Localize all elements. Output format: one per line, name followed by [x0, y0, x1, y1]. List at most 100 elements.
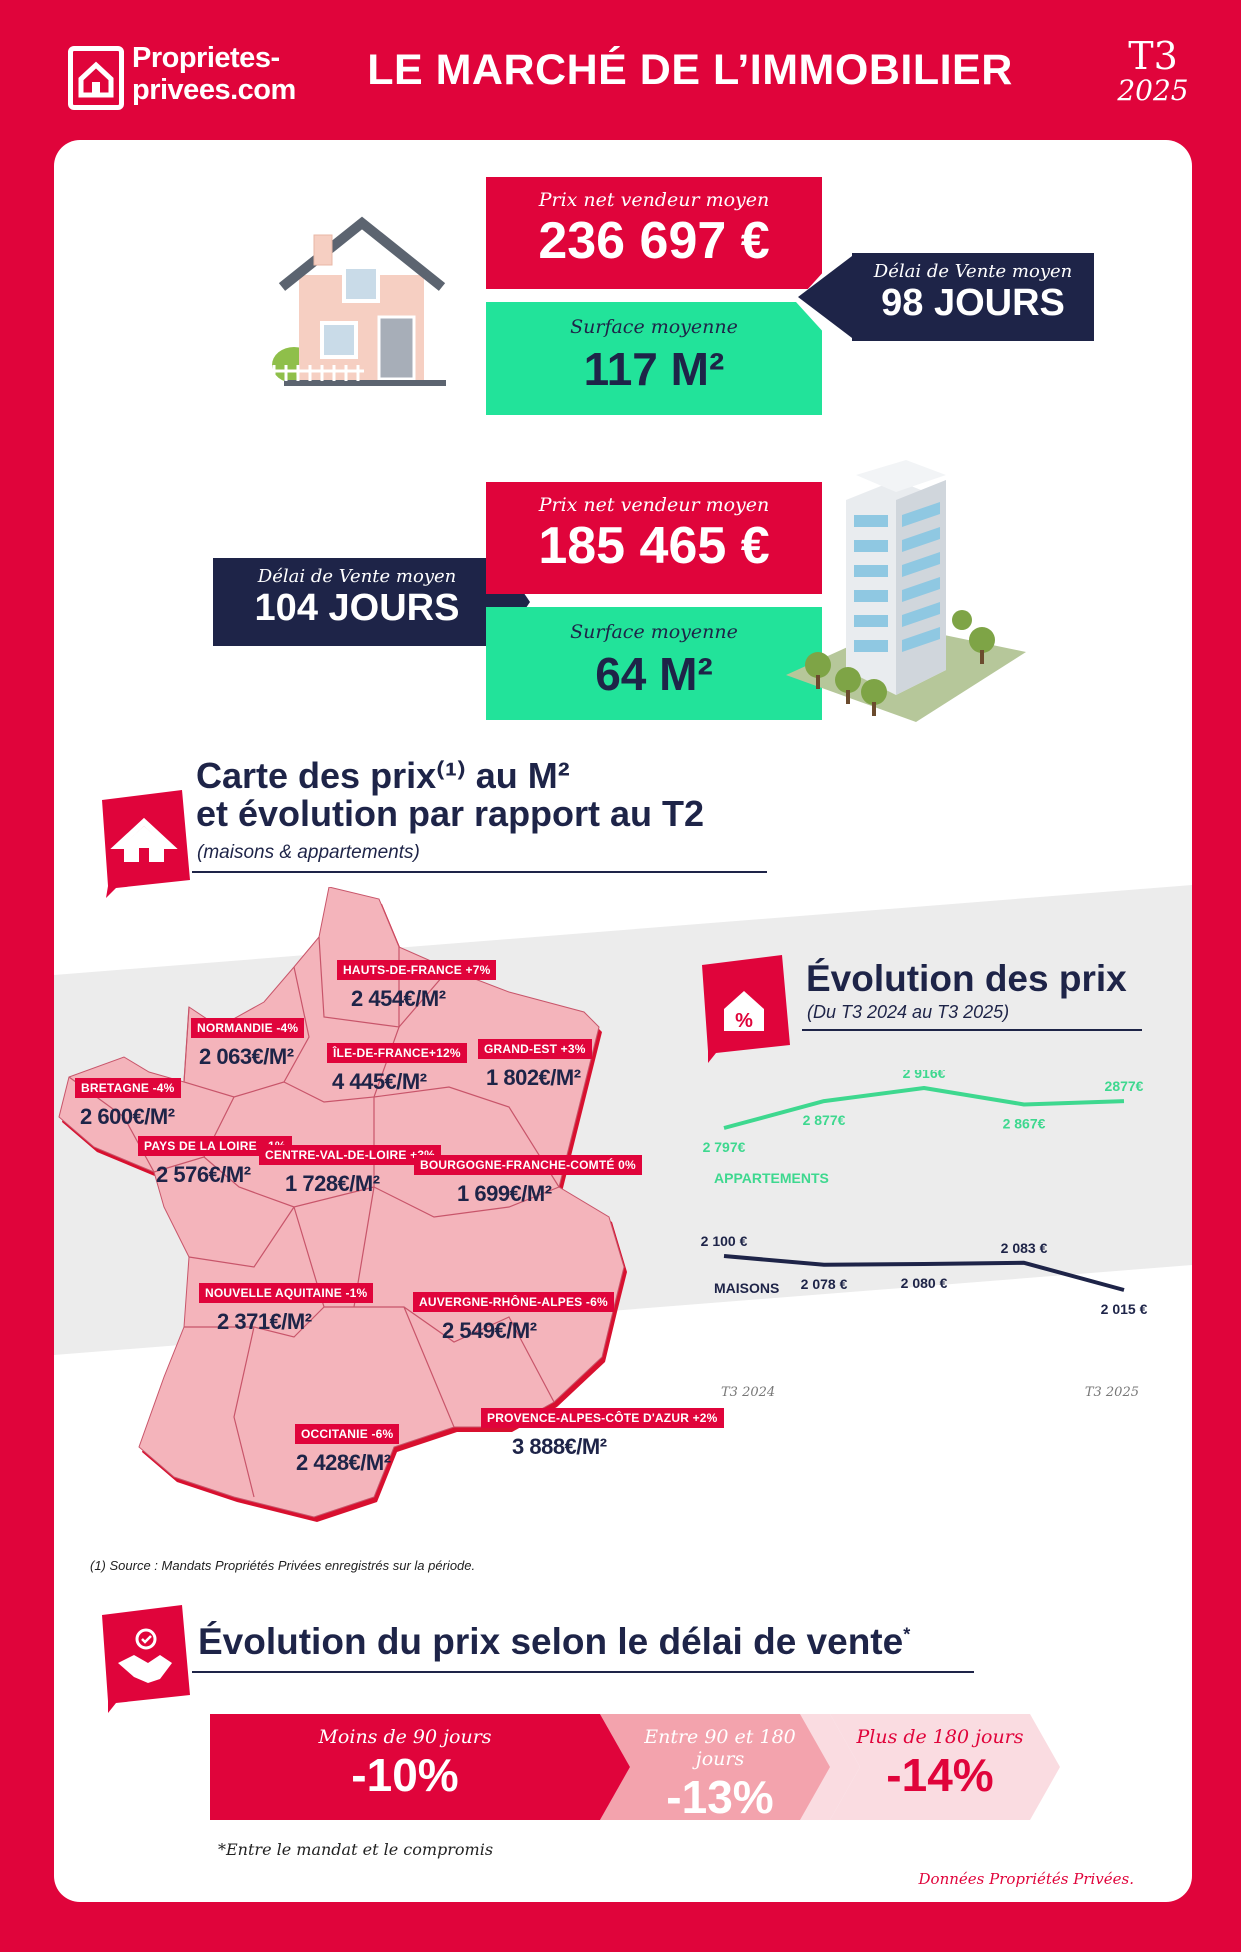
- region-tag-auvergne-rhone-alpes: AUVERGNE-RHÔNE-ALPES -6%: [413, 1292, 614, 1312]
- data-label-1-2: 2 080 €: [901, 1275, 948, 1291]
- series-label-maisons: MAISONS: [714, 1280, 779, 1296]
- appart-delay-label: Délai de Vente moyen: [257, 566, 457, 587]
- region-price-auvergne-rhone-alpes: 2 549€/M²: [442, 1318, 537, 1343]
- region-price-ile-de-france: 4 445€/M²: [332, 1069, 427, 1094]
- maisons-delay-value: 98 JOURS: [881, 282, 1065, 324]
- region-price-occitanie: 2 428€/M²: [296, 1450, 391, 1475]
- appart-delay-box: Délai de Vente moyen 104 JOURS: [213, 558, 501, 646]
- logo-text[interactable]: Proprietes- privees.com: [132, 42, 296, 106]
- map-subtitle: (maisons & appartements): [197, 842, 420, 863]
- region-price-grand-est: 1 802€/M²: [486, 1065, 581, 1090]
- region-price-bretagne: 2 600€/M²: [80, 1104, 175, 1129]
- region-tag-occitanie: OCCITANIE -6%: [295, 1424, 400, 1444]
- building-illustration-icon: [786, 460, 1026, 722]
- region-tag-ile-de-france: ÎLE-DE-FRANCE+12%: [327, 1043, 467, 1063]
- delay-segment-3-label: Plus de 180 jours: [856, 1726, 1024, 1748]
- delay-segment-3-value: -14%: [886, 1749, 994, 1801]
- year-label: 2025: [1117, 74, 1189, 107]
- x-tick-start: T3 2024: [721, 1385, 775, 1400]
- delay-section-title: Évolution du prix selon le délai de vent…: [198, 1621, 910, 1663]
- delay-segment-2: Entre 90 et 180 jours -13%: [620, 1714, 820, 1823]
- percent-house-badge-icon: %: [702, 955, 790, 1063]
- region-price-nouvelle-aquitaine: 2 371€/M²: [217, 1309, 312, 1334]
- evolution-underline: [802, 1029, 1142, 1031]
- appart-surface-label: Surface moyenne: [570, 621, 738, 643]
- delay-title-star: *: [903, 1624, 911, 1645]
- logo-line2: privees.com: [132, 74, 296, 106]
- maisons-price-label: Prix net vendeur moyen: [538, 189, 770, 211]
- data-label-0-0: 2 797€: [703, 1139, 746, 1155]
- map-title-line2: et évolution par rapport au T2: [196, 793, 705, 834]
- maisons-surface-value: 117 M²: [583, 343, 725, 395]
- source-note: (1) Source : Mandats Propriétés Privées …: [90, 1558, 476, 1573]
- data-label-1-1: 2 078 €: [801, 1276, 848, 1292]
- region-price-normandie: 2 063€/M²: [199, 1044, 294, 1069]
- map-title-line1: Carte des prix⁽¹⁾ au M²: [196, 755, 570, 796]
- data-label-1-3: 2 083 €: [1001, 1240, 1048, 1256]
- delay-title-text: Évolution du prix selon le délai de vent…: [198, 1621, 904, 1662]
- region-tag-hauts-de-france: HAUTS-DE-FRANCE +7%: [337, 960, 497, 980]
- delay-footnote: *Entre le mandat et le compromis: [218, 1840, 494, 1859]
- region-tag-grand-est: GRAND-EST +3%: [478, 1039, 592, 1059]
- maisons-price-value: 236 697 €: [538, 212, 770, 270]
- delay-segment-3: Plus de 180 jours -14%: [840, 1714, 1040, 1820]
- series-line-0: [723, 1086, 1125, 1130]
- handshake-badge-icon: [102, 1605, 190, 1713]
- appart-price-box: Prix net vendeur moyen 185 465 €: [486, 482, 822, 594]
- region-tag-pays-de-la-loire: PAYS DE LA LOIRE - 1%: [138, 1136, 292, 1156]
- region-price-hauts-de-france: 2 454€/M²: [351, 986, 446, 1011]
- appart-surface-box: Surface moyenne 64 M²: [486, 607, 822, 720]
- region-tag-provence-alpes-cote-azur: PROVENCE-ALPES-CÔTE D'AZUR +2%: [481, 1408, 724, 1428]
- data-label-0-4: 2877€: [1105, 1078, 1144, 1094]
- maisons-delay-box: Délai de Vente moyen 98 JOURS: [852, 253, 1094, 341]
- maisons-surface-label: Surface moyenne: [570, 316, 738, 338]
- delay-segment-2-label: Entre 90 et 180 jours: [644, 1726, 796, 1770]
- region-tag-nouvelle-aquitaine: NOUVELLE AQUITAINE -1%: [199, 1283, 374, 1303]
- delay-segment-1: Moins de 90 jours -10%: [210, 1714, 600, 1820]
- appart-price-value: 185 465 €: [538, 517, 770, 575]
- data-label-0-2: 2 916€: [903, 1070, 946, 1081]
- region-tag-bretagne: BRETAGNE -4%: [75, 1078, 181, 1098]
- region-price-bourgogne-franche-comte: 1 699€/M²: [457, 1181, 552, 1206]
- data-label-0-1: 2 877€: [803, 1112, 846, 1128]
- logo-line1: Proprietes-: [132, 42, 280, 74]
- appart-price-label: Prix net vendeur moyen: [538, 494, 770, 516]
- evolution-line-chart: APPARTEMENTS MAISONS T3 2024 T3 2025 2 7…: [701, 1070, 1148, 1400]
- delay-segment-1-value: -10%: [351, 1749, 459, 1801]
- x-tick-end: T3 2025: [1085, 1385, 1139, 1400]
- maisons-surface-box: Surface moyenne 117 M²: [486, 302, 822, 415]
- region-price-provence-alpes-cote-azur: 3 888€/M²: [512, 1434, 607, 1459]
- quarter-label: T3: [1128, 34, 1178, 78]
- evolution-subtitle: (Du T3 2024 au T3 2025): [807, 1002, 1010, 1022]
- house-illustration-icon: [268, 216, 446, 386]
- region-price-pays-de-la-loire: 2 576€/M²: [156, 1162, 251, 1187]
- house-badge-icon: [102, 790, 190, 898]
- map-title-underline: [192, 871, 767, 873]
- maisons-delay-label: Délai de Vente moyen: [873, 261, 1073, 282]
- delay-underline: [192, 1671, 974, 1673]
- arrow-left-icon: [798, 253, 856, 341]
- map-section-title: Carte des prix⁽¹⁾ au M² et évolution par…: [196, 757, 704, 833]
- delay-segment-1-label: Moins de 90 jours: [318, 1726, 492, 1748]
- data-label-0-3: 2 867€: [1003, 1115, 1046, 1131]
- svg-text:%: %: [735, 1010, 753, 1032]
- maisons-price-box: Prix net vendeur moyen 236 697 €: [486, 177, 822, 289]
- region-tag-bourgogne-franche-comte: BOURGOGNE-FRANCHE-COMTÉ 0%: [414, 1155, 642, 1175]
- delay-arrow-bar: [210, 1714, 1060, 1820]
- delay-segment-2-value: -13%: [666, 1771, 774, 1823]
- footer-credit: Données Propriétés Privées.: [918, 1870, 1134, 1888]
- content-card: Prix net vendeur moyen 236 697 € Surface…: [54, 140, 1192, 1902]
- evolution-title: Évolution des prix: [806, 958, 1127, 999]
- series-line-1: [723, 1254, 1125, 1292]
- series-label-appartements: APPARTEMENTS: [714, 1170, 829, 1186]
- period-badge: T3 2025: [1098, 34, 1208, 107]
- logo-icon[interactable]: [68, 46, 124, 110]
- page-title: LE MARCHÉ DE L’IMMOBILIER: [367, 46, 1013, 94]
- appart-surface-value: 64 M²: [595, 648, 713, 700]
- data-label-1-0: 2 100 €: [701, 1233, 748, 1249]
- region-tag-centre-val-de-loire: CENTRE-VAL-DE-LOIRE +3%: [259, 1145, 442, 1165]
- region-price-centre-val-de-loire: 1 728€/M²: [285, 1171, 380, 1196]
- appart-delay-value: 104 JOURS: [254, 587, 460, 629]
- house-logo-icon: [78, 61, 114, 98]
- region-tag-normandie: NORMANDIE -4%: [191, 1018, 305, 1038]
